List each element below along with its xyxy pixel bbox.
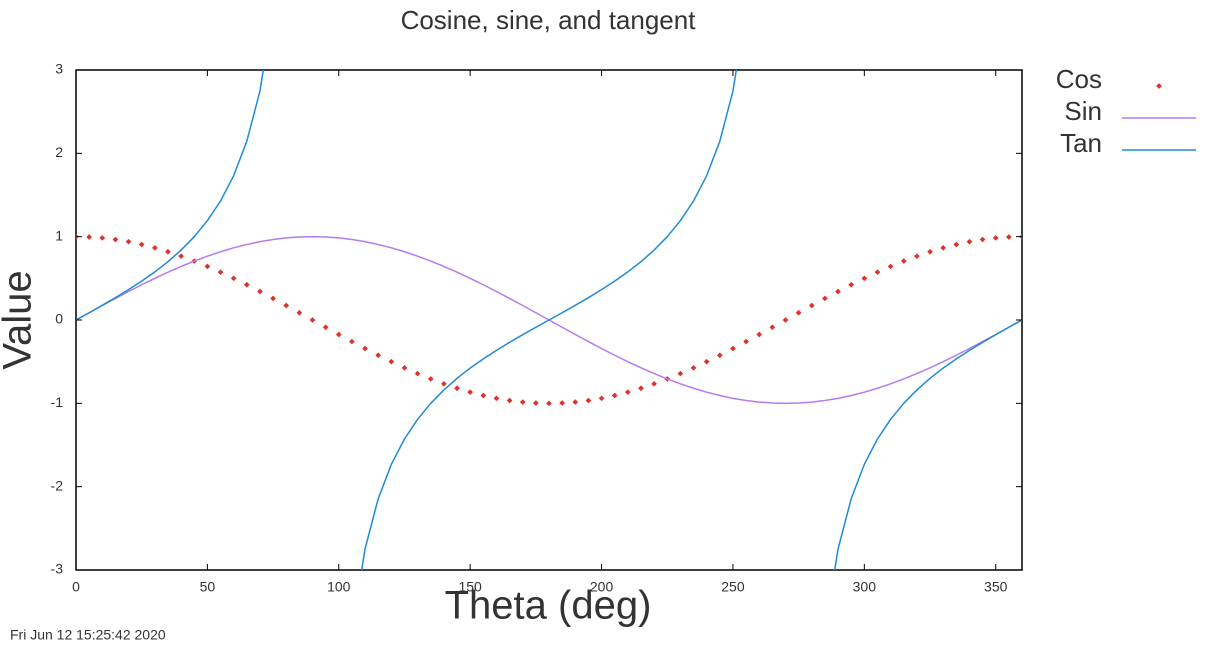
cos-point: [940, 245, 946, 251]
cos-point: [375, 352, 382, 359]
cos-point: [414, 370, 421, 377]
x-tick-label: 50: [200, 579, 216, 595]
cos-point: [848, 281, 855, 288]
cos-point: [335, 331, 342, 338]
cos-point: [782, 317, 789, 323]
cos-point: [125, 238, 132, 245]
y-tick-label: -3: [51, 561, 64, 577]
cos-point: [441, 381, 447, 387]
cos-point: [625, 389, 631, 395]
cos-point: [1006, 234, 1012, 240]
cos-point: [808, 302, 815, 309]
cos-point: [533, 400, 539, 406]
cos-point: [349, 338, 355, 345]
cos-point: [401, 365, 408, 371]
cos-point: [178, 253, 184, 259]
cos-point: [914, 253, 920, 259]
cos-point: [677, 370, 684, 377]
cos-point: [874, 269, 881, 275]
cos-point: [322, 324, 329, 331]
cos-point: [887, 263, 894, 270]
cos-point: [165, 248, 171, 255]
y-tick-label: -1: [51, 394, 64, 410]
cos-point: [743, 338, 749, 345]
cos-point: [703, 358, 710, 365]
cos-point: [572, 399, 579, 405]
x-tick-label: 200: [590, 579, 614, 595]
cos-point: [611, 392, 618, 399]
cos-point: [257, 288, 263, 295]
y-axis-label: Value: [0, 270, 40, 369]
x-tick-label: 150: [458, 579, 482, 595]
cos-point: [270, 295, 276, 302]
cos-point: [296, 309, 303, 316]
cos-point: [454, 385, 460, 392]
cos-point: [795, 309, 802, 316]
cos-point: [559, 400, 565, 406]
x-tick-label: 100: [327, 579, 351, 595]
cos-point: [427, 376, 434, 382]
y-tick-label: 3: [55, 61, 63, 77]
x-tick-label: 300: [853, 579, 877, 595]
cos-point: [204, 263, 211, 270]
cos-point: [992, 235, 999, 241]
tan-line: [76, 70, 1022, 570]
timestamp: Fri Jun 12 15:25:42 2020: [10, 627, 166, 643]
cos-point: [76, 233, 79, 240]
cos-point: [230, 275, 237, 282]
cos-point: [138, 241, 145, 248]
cos-point: [966, 238, 973, 245]
cos-point: [861, 275, 868, 282]
cos-point: [756, 331, 763, 338]
cos-point: [506, 397, 513, 404]
y-tick-label: 1: [55, 227, 63, 243]
legend-label: Cos: [1056, 64, 1102, 94]
plot-area: [76, 70, 1022, 570]
x-axis-label: Theta (deg): [445, 584, 652, 628]
cos-point: [585, 397, 592, 404]
cos-point: [519, 399, 526, 405]
x-tick-label: 350: [984, 579, 1008, 595]
cos-point: [900, 258, 907, 264]
cos-point: [86, 234, 92, 240]
cos-point: [283, 302, 290, 309]
cos-point: [493, 395, 500, 402]
cos-point: [1019, 233, 1022, 240]
y-tick-label: 0: [55, 311, 63, 327]
y-tick-label: 2: [55, 144, 63, 160]
y-tick-label: -2: [51, 477, 64, 493]
cos-point: [99, 235, 106, 241]
cos-point: [388, 358, 395, 365]
cos-point: [730, 345, 736, 352]
x-tick-label: 250: [721, 579, 745, 595]
cos-point: [822, 295, 828, 302]
cos-point: [112, 236, 119, 243]
cos-point: [362, 345, 368, 352]
legend-label: Sin: [1064, 96, 1102, 126]
legend-marker: [1156, 83, 1162, 89]
cos-point: [480, 392, 487, 399]
cos-point: [690, 365, 697, 371]
cos-point: [309, 317, 316, 323]
x-tick-label: 0: [72, 579, 80, 595]
chart-title: Cosine, sine, and tangent: [401, 5, 697, 35]
legend-label: Tan: [1060, 128, 1102, 158]
cos-point: [546, 400, 552, 407]
cos-point: [217, 269, 224, 275]
cos-point: [835, 288, 841, 295]
cos-point: [716, 352, 723, 359]
cos-point: [598, 395, 605, 402]
cos-point: [953, 241, 960, 248]
cos-point: [467, 389, 473, 395]
cos-point: [152, 245, 158, 251]
cos-point: [979, 236, 986, 243]
cos-point: [243, 281, 250, 288]
cos-point: [769, 324, 776, 331]
cos-point: [927, 248, 933, 255]
cos-point: [651, 381, 657, 387]
cos-point: [638, 385, 644, 392]
